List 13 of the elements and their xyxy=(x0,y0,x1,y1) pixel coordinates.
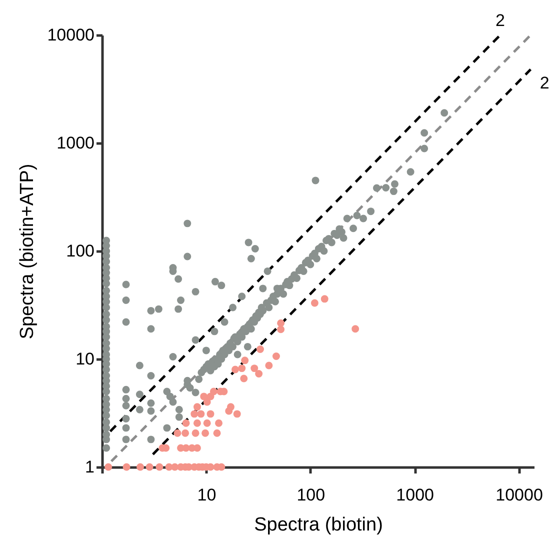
x-axis-title: Spectra (biotin) xyxy=(254,514,383,536)
x-tick-label: 1000 xyxy=(396,486,434,504)
y-tick-label: 100 xyxy=(66,242,94,260)
y-tick-label: 10000 xyxy=(47,26,94,44)
y-tick-label: 10 xyxy=(76,350,94,368)
x-tick-label: 10 xyxy=(197,486,216,504)
x-tick-label: 10000 xyxy=(496,486,543,504)
text: 2 xyxy=(496,11,505,30)
y-tick-label: 1 xyxy=(85,458,94,476)
x-tick-label: 100 xyxy=(296,486,326,504)
y-tick-label: 1000 xyxy=(56,134,94,152)
text: 2 xyxy=(540,73,550,92)
y-axis-title: Spectra (biotin+ATP) xyxy=(17,164,38,340)
